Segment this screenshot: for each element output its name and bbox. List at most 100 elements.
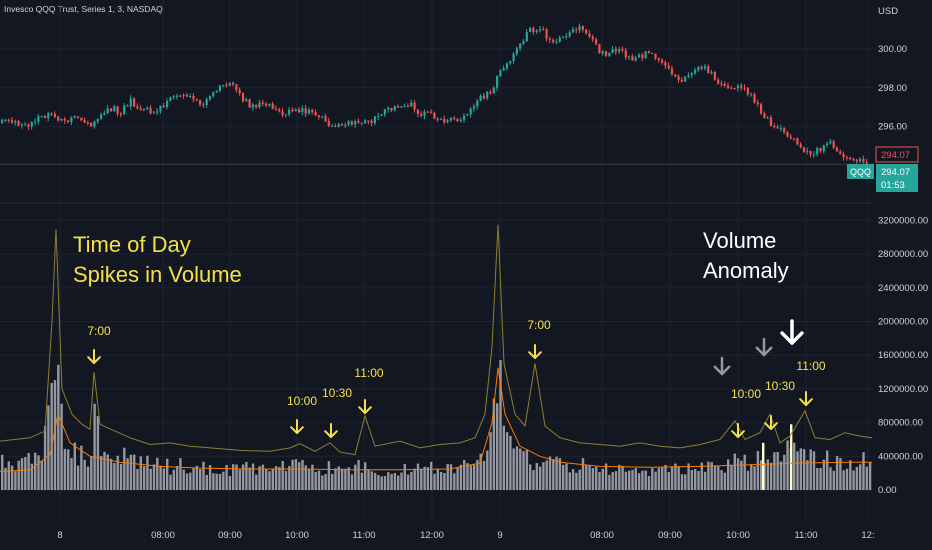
volume-bar <box>717 466 720 490</box>
anomaly-arrow <box>713 356 731 376</box>
volume-bar <box>585 464 588 490</box>
volume-bar <box>796 451 799 490</box>
volume-bar <box>723 472 727 490</box>
candle-body <box>443 118 446 123</box>
volume-bar <box>641 470 644 490</box>
volume-bar <box>727 459 730 490</box>
candle-body <box>496 76 499 88</box>
volume-bar <box>766 459 769 490</box>
volume-bar <box>466 463 469 490</box>
volume-bar <box>47 405 50 490</box>
volume-bar <box>397 475 400 490</box>
volume-bar <box>27 453 30 490</box>
candle-body <box>67 120 70 123</box>
candle-body <box>793 138 796 140</box>
volume-bar <box>225 464 228 490</box>
volume-bar <box>311 464 314 490</box>
time-label: 10:00 <box>287 394 317 408</box>
volume-bar <box>595 466 598 490</box>
volume-bar <box>753 466 756 490</box>
candle-body <box>740 85 743 88</box>
volume-bar <box>294 459 298 490</box>
volume-bar <box>34 452 37 490</box>
volume-bar <box>505 432 509 490</box>
volume-bar <box>367 469 370 490</box>
volume-bar <box>387 472 390 490</box>
volume-bar <box>324 474 327 490</box>
candle-body <box>166 101 169 108</box>
volume-bar <box>83 459 86 490</box>
volume-bar <box>344 468 347 490</box>
volume-bar <box>849 460 852 490</box>
volume-bar <box>113 463 116 490</box>
volume-bar <box>327 461 331 490</box>
volume-bar <box>812 451 816 490</box>
candle-body <box>73 116 76 118</box>
candle-body <box>588 33 591 37</box>
volume-bar <box>169 474 172 490</box>
volume-bar <box>103 451 106 490</box>
candle-body <box>852 159 855 161</box>
candle-body <box>492 87 495 94</box>
candle-body <box>661 59 664 63</box>
volume-bar <box>670 466 674 490</box>
volume-bar <box>156 457 159 490</box>
candle-body <box>654 53 657 59</box>
volume-bar <box>380 476 383 490</box>
volume-bar <box>819 467 822 490</box>
time-arrow <box>87 349 101 364</box>
candle-body <box>581 26 584 30</box>
candle-body <box>433 112 436 119</box>
candle-body <box>459 119 462 122</box>
candle-body <box>680 79 683 82</box>
candle-body <box>439 118 443 120</box>
candle-body <box>750 94 753 96</box>
time-arrow <box>290 419 304 434</box>
volume-bar <box>291 459 294 490</box>
volume-bar <box>255 474 258 490</box>
volume-bar <box>746 470 750 490</box>
volume-bar <box>393 473 397 490</box>
volume-bar <box>116 455 119 490</box>
heading-spikes: Spikes in Volume <box>73 262 242 287</box>
candle-body <box>123 105 126 115</box>
x-tick-label: 08:00 <box>151 530 175 541</box>
candle-body <box>40 115 43 117</box>
volume-bar <box>443 473 446 490</box>
volume-bar <box>373 472 377 490</box>
volume-bar <box>360 472 364 490</box>
x-tick-label: 10:00 <box>726 530 750 541</box>
candle-body <box>159 105 162 112</box>
volume-bar <box>773 452 776 490</box>
volume-bar <box>350 474 354 490</box>
volume-bar <box>664 464 667 490</box>
candle-body <box>156 111 159 113</box>
candle-body <box>113 106 116 112</box>
candle-body <box>30 122 33 127</box>
candle-body <box>340 124 344 126</box>
candle-body <box>222 85 225 87</box>
candle-body <box>367 120 370 122</box>
candle-body <box>776 127 779 129</box>
candle-body <box>710 72 713 74</box>
candle-body <box>423 111 426 116</box>
candle-body <box>4 119 7 121</box>
candle-body <box>618 49 621 52</box>
candle-body <box>664 62 667 66</box>
volume-bar <box>238 469 241 490</box>
candle-body <box>519 43 522 49</box>
volume-bar <box>829 467 832 490</box>
candle-body <box>571 29 575 33</box>
volume-bar <box>222 471 225 490</box>
volume-bar <box>578 469 581 490</box>
candle-body <box>595 39 598 45</box>
candle-body <box>786 132 789 137</box>
volume-bar <box>730 464 733 490</box>
candle-body <box>245 99 248 102</box>
arrow-head <box>764 422 778 430</box>
volume-bar <box>700 462 703 490</box>
candle-body <box>591 36 594 40</box>
candle-body <box>859 158 862 162</box>
time-arrow <box>799 391 813 406</box>
